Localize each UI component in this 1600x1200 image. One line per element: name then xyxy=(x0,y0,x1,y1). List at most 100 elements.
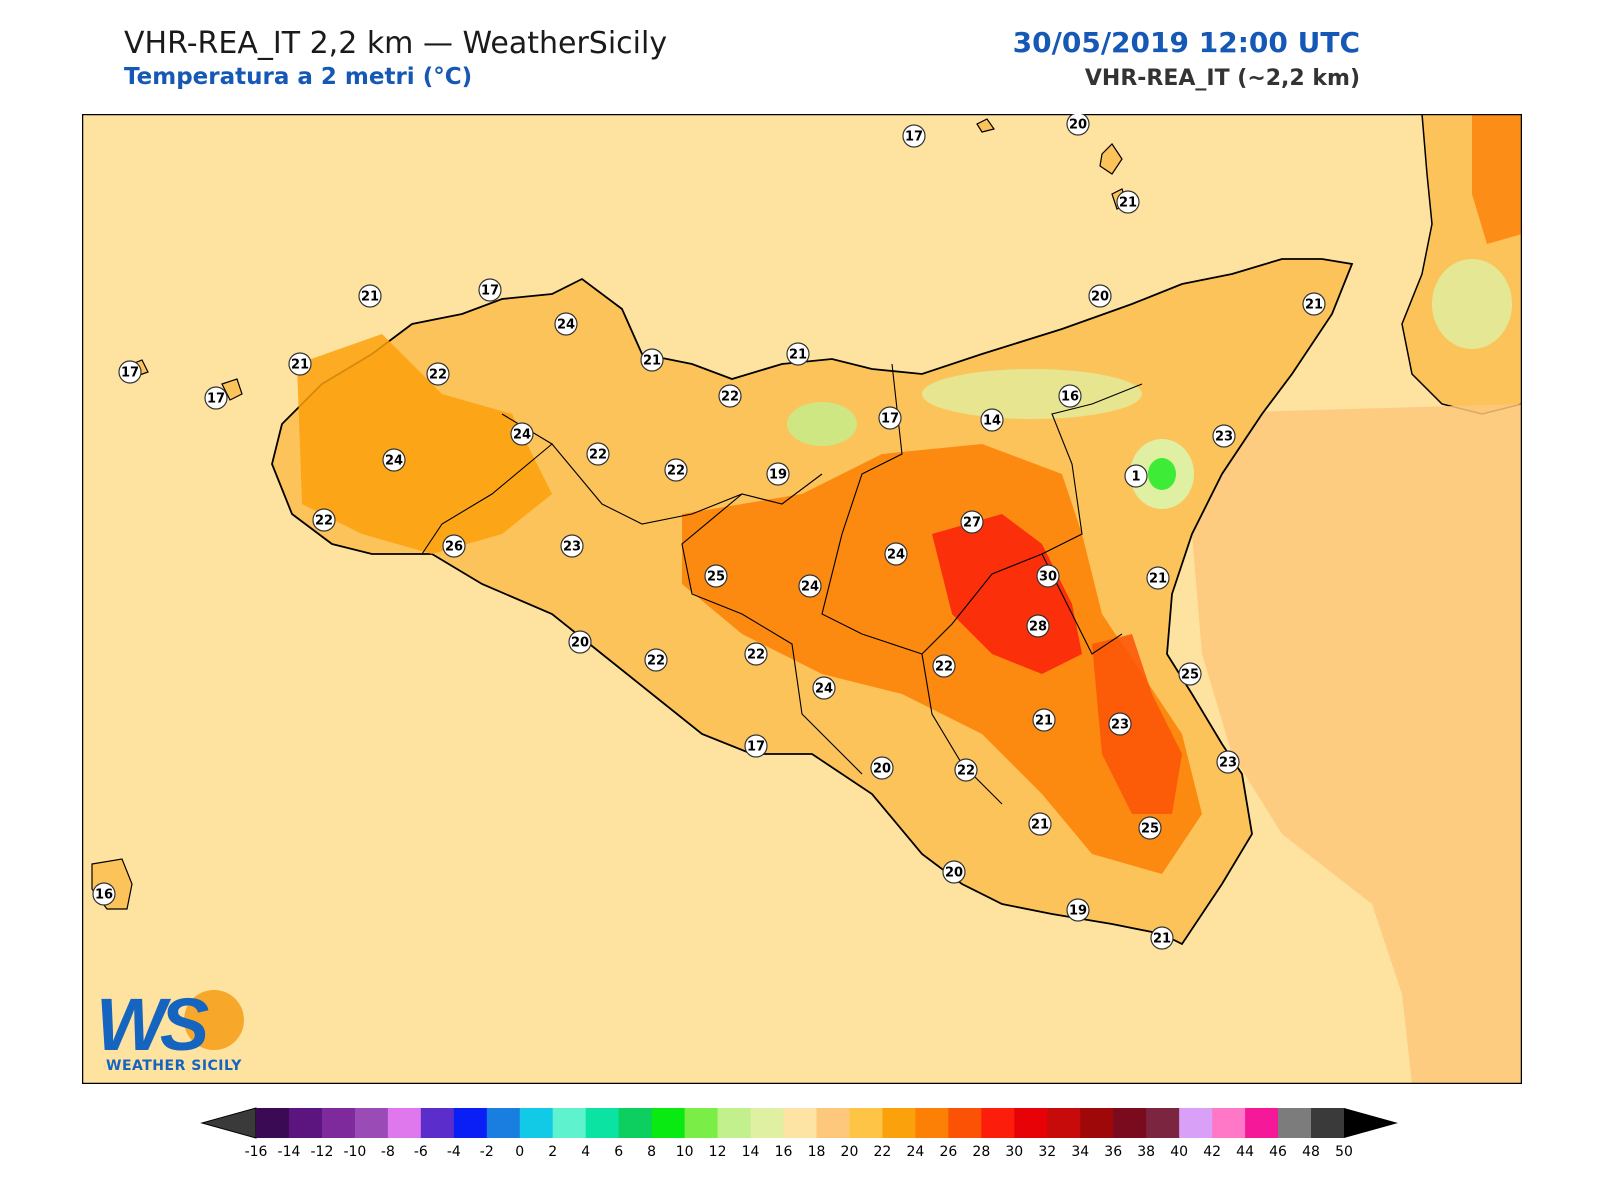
colorbar-swatches xyxy=(200,1107,1398,1139)
temperature-point-label: 21 xyxy=(643,354,661,369)
temperature-point-label: 21 xyxy=(291,358,309,373)
colorbar-tick-label: 36 xyxy=(1104,1144,1122,1160)
temperature-point-marker xyxy=(640,348,664,372)
colorbar-tick-label: -6 xyxy=(414,1144,428,1160)
colorbar-swatch xyxy=(717,1108,752,1138)
temperature-point: 23 xyxy=(1216,750,1240,774)
temperature-point-label: 21 xyxy=(361,290,379,305)
colorbar-swatch xyxy=(420,1108,455,1138)
temperature-point-label: 22 xyxy=(747,648,765,663)
temperature-point: 16 xyxy=(1058,384,1082,408)
colorbar-swatch xyxy=(1278,1108,1312,1138)
colorbar-swatch xyxy=(1014,1108,1048,1138)
temperature-point-marker xyxy=(442,534,466,558)
southeast-hot-core xyxy=(1092,634,1182,814)
temperature-point-marker xyxy=(1032,708,1056,732)
temperature-point: 14 xyxy=(980,408,1004,432)
temperature-point: 23 xyxy=(1108,712,1132,736)
temperature-point-label: 25 xyxy=(707,570,725,585)
temperature-colorbar: -16 -14 -12 -10 -8 -6 -4 -2 0 2 4 6 8 10 12 14 16 18 20 22 2… xyxy=(200,1107,1398,1160)
colorbar-tick-label: 22 xyxy=(874,1144,892,1160)
temperature-point-label: 21 xyxy=(1149,572,1167,587)
temperature-point-label: 22 xyxy=(429,368,447,383)
colorbar-tick-label: 46 xyxy=(1269,1144,1287,1160)
temperature-point-marker xyxy=(204,386,228,410)
temperature-point-label: 24 xyxy=(513,428,531,443)
temperature-point: 24 xyxy=(798,574,822,598)
madonie-cool-zone xyxy=(787,402,857,446)
temperature-point: 25 xyxy=(704,564,728,588)
temperature-point-marker xyxy=(798,574,822,598)
temperature-point-label: 14 xyxy=(983,414,1001,429)
temperature-point-marker xyxy=(358,284,382,308)
temperature-point: 23 xyxy=(1212,424,1236,448)
temperature-point-marker xyxy=(744,642,768,666)
temperature-point: 17 xyxy=(744,734,768,758)
temperature-point-label: 22 xyxy=(589,448,607,463)
colorbar-swatch xyxy=(387,1108,422,1138)
temperature-point-marker xyxy=(1036,564,1060,588)
temperature-point-label: 28 xyxy=(1029,620,1047,635)
temperature-point-label: 21 xyxy=(1035,714,1053,729)
temperature-point: 30 xyxy=(1036,564,1060,588)
etna-summit-green xyxy=(1148,458,1176,490)
colorbar-tick-label: 20 xyxy=(841,1144,859,1160)
forecast-datetime: 30/05/2019 12:00 UTC xyxy=(1012,26,1360,59)
colorbar-swatch xyxy=(354,1108,389,1138)
temperature-point-marker xyxy=(812,676,836,700)
colorbar-ticks: -16 -14 -12 -10 -8 -6 -4 -2 0 2 4 6 8 10 12 14 16 18 20 22 2… xyxy=(245,1144,1353,1160)
temperature-point-marker xyxy=(960,510,984,534)
temperature-point: 19 xyxy=(1066,898,1090,922)
colorbar-tick-label: -8 xyxy=(381,1144,395,1160)
colorbar-swatch xyxy=(1179,1108,1213,1138)
temperature-points: 17 20 21 21 17 24 20 21 17 21 17 22 21 21 22 16 24 24 22 22… xyxy=(92,114,1326,950)
colorbar-tick-label: 40 xyxy=(1170,1144,1188,1160)
calabria-cool xyxy=(1432,259,1512,349)
temperature-point: 24 xyxy=(884,542,908,566)
colorbar-swatch xyxy=(321,1108,356,1138)
temperature-point-label: 24 xyxy=(815,682,833,697)
colorbar-swatch xyxy=(783,1108,817,1138)
calabria-warm xyxy=(1472,114,1522,244)
logo-letters: WS xyxy=(96,983,209,1066)
temperature-point-marker xyxy=(1146,566,1170,590)
colorbar-tick-label: 26 xyxy=(939,1144,957,1160)
temperature-point-label: 21 xyxy=(1153,932,1171,947)
temperature-point: 22 xyxy=(664,458,688,482)
temperature-point: 21 xyxy=(1150,926,1174,950)
province-borders xyxy=(421,363,1143,805)
temperature-point-label: 22 xyxy=(957,764,975,779)
temperature-point-label: 21 xyxy=(1031,818,1049,833)
temperature-point-marker xyxy=(1028,812,1052,836)
temperature-point-marker xyxy=(980,408,1004,432)
temperature-point-marker xyxy=(766,462,790,486)
temperature-point: 17 xyxy=(118,360,142,384)
colorbar-tick-label: -10 xyxy=(343,1144,366,1160)
temperature-point: 22 xyxy=(954,758,978,782)
temperature-point-marker xyxy=(870,756,894,780)
temperature-point-label: 17 xyxy=(747,740,765,755)
colorbar-swatch xyxy=(1311,1108,1345,1138)
colorbar-over-arrow xyxy=(1344,1108,1398,1138)
temperature-map: 17 20 21 21 17 24 20 21 17 21 17 22 21 21 22 16 24 24 22 22… xyxy=(82,114,1522,1084)
temperature-point-marker xyxy=(586,442,610,466)
temperature-point: 24 xyxy=(382,448,406,472)
temperature-point-label: 25 xyxy=(1181,668,1199,683)
temperature-point-marker xyxy=(1066,114,1090,136)
temperature-point-label: 23 xyxy=(1219,756,1237,771)
temperature-point-label: 27 xyxy=(963,516,981,531)
colorbar-swatch xyxy=(1245,1108,1279,1138)
colorbar-tick-label: 30 xyxy=(1005,1144,1023,1160)
colorbar-tick-label: 50 xyxy=(1335,1144,1353,1160)
colorbar-tick-label: -4 xyxy=(447,1144,461,1160)
temperature-point-label: 24 xyxy=(385,454,403,469)
colorbar-swatch xyxy=(981,1108,1015,1138)
temperature-point: 22 xyxy=(426,362,450,386)
temperature-point-marker xyxy=(510,422,534,446)
colorbar-tick-label: 34 xyxy=(1071,1144,1089,1160)
temperature-point-marker xyxy=(1302,292,1326,316)
map-title: VHR-REA_IT 2,2 km — WeatherSicily xyxy=(124,26,668,61)
colorbar-tick-label: 18 xyxy=(808,1144,826,1160)
temperature-point: 22 xyxy=(312,508,336,532)
colorbar-swatch xyxy=(585,1108,620,1138)
